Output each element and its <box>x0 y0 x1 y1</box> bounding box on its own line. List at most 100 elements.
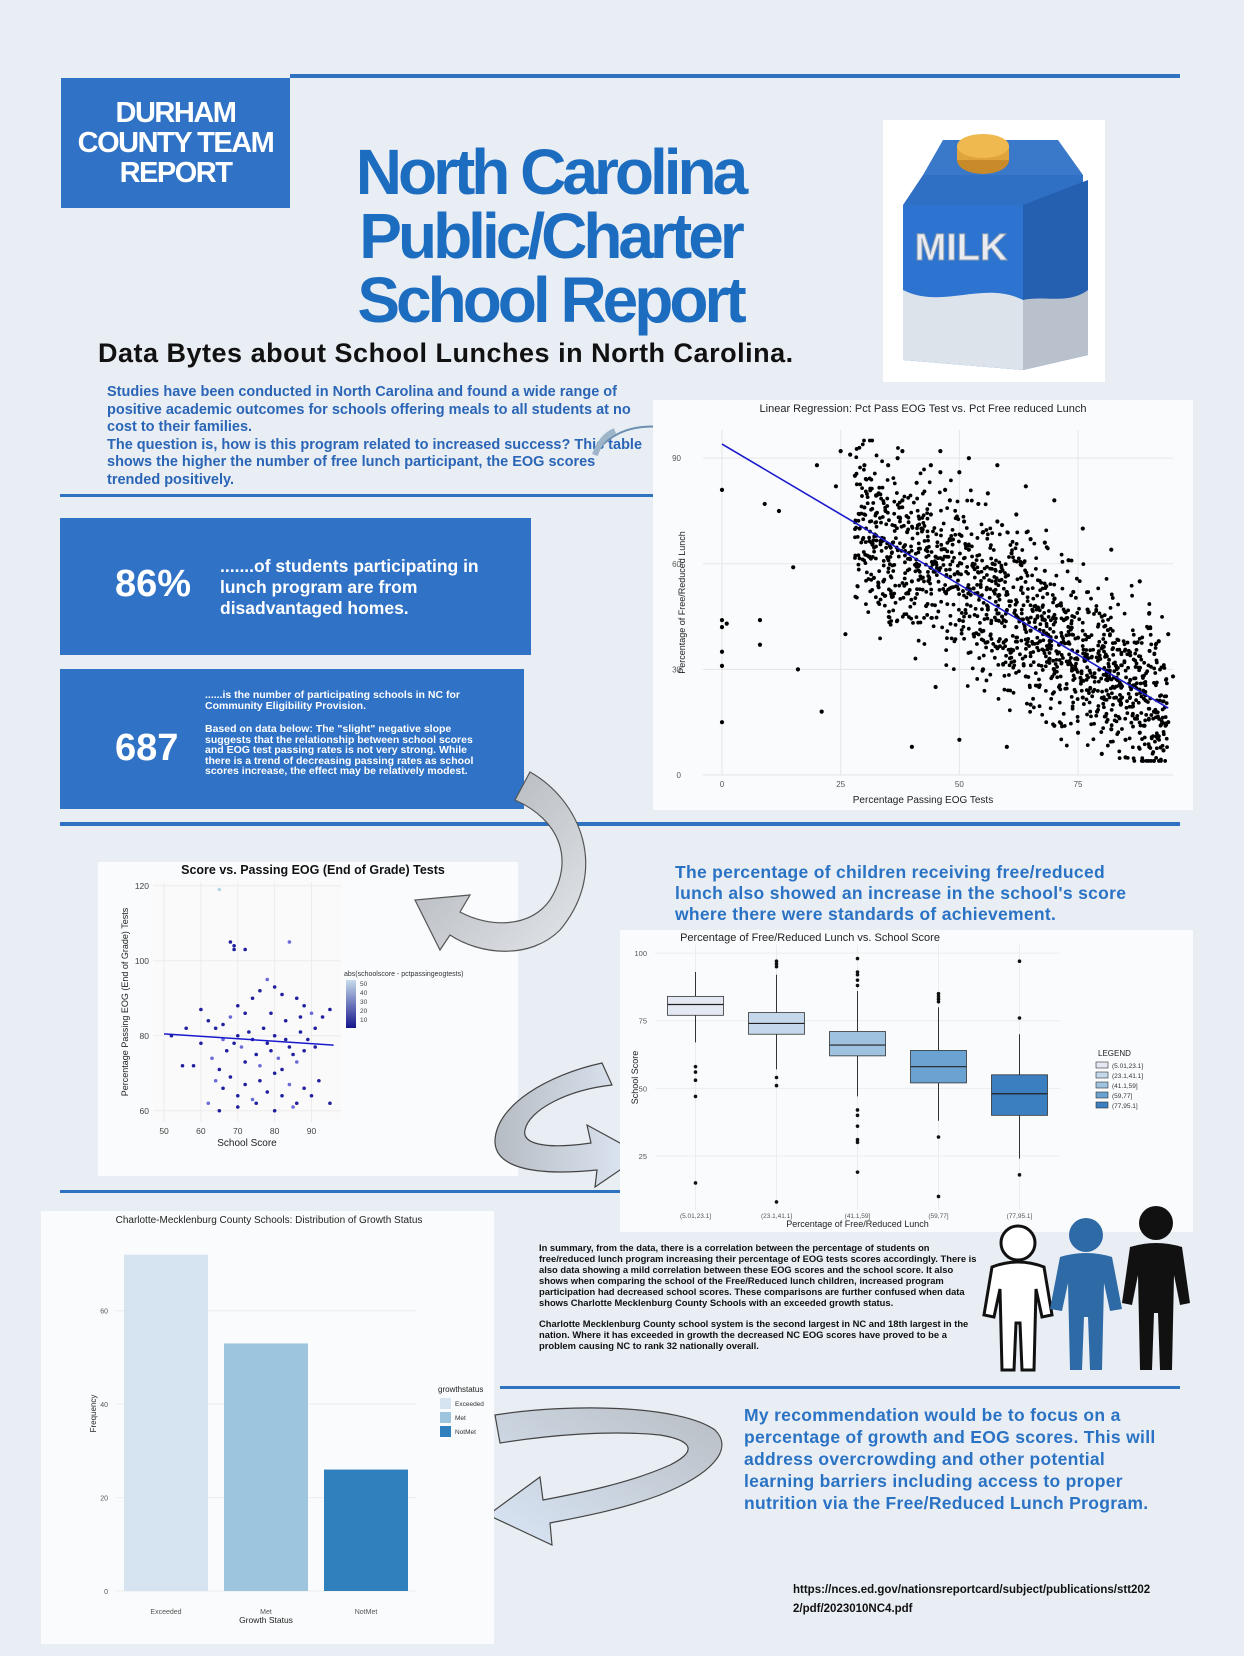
data-point <box>1053 662 1058 666</box>
regression-line <box>721 443 1169 709</box>
data-point <box>217 887 222 892</box>
people-icon <box>982 1206 1190 1372</box>
data-point <box>1130 704 1135 709</box>
data-point <box>1119 701 1124 706</box>
data-point <box>1087 700 1092 705</box>
source-link[interactable]: https://nces.ed.gov/nationsreportcard/su… <box>793 1584 1151 1615</box>
data-point <box>906 520 911 525</box>
data-point <box>897 505 902 510</box>
data-point <box>889 591 893 596</box>
data-point <box>974 558 979 562</box>
data-point <box>235 1093 240 1098</box>
data-point <box>903 553 907 558</box>
data-point <box>1143 718 1148 723</box>
regression-line <box>164 1033 334 1046</box>
data-point <box>1044 631 1049 636</box>
data-point <box>966 626 971 631</box>
data-point <box>876 583 881 588</box>
data-point <box>855 584 860 588</box>
data-point <box>956 517 961 522</box>
data-point <box>1064 633 1069 638</box>
data-point <box>927 575 932 580</box>
y-tick-label: 80 <box>140 1031 150 1041</box>
data-point <box>970 666 975 671</box>
data-point <box>862 463 867 468</box>
data-point <box>1122 642 1127 647</box>
data-point <box>1035 615 1040 620</box>
data-point <box>1091 737 1096 742</box>
data-point <box>1130 593 1134 598</box>
data-point <box>272 1071 277 1076</box>
data-point <box>888 574 893 579</box>
data-point <box>886 463 891 468</box>
data-point <box>895 502 900 507</box>
box-chart: Percentage of Free/Reduced Lunch vs. Sch… <box>620 930 1193 1232</box>
legend-swatch <box>1095 1081 1109 1089</box>
legend-swatch <box>440 1426 451 1437</box>
data-point <box>1111 685 1116 690</box>
box-outlier <box>936 994 941 999</box>
data-point <box>1021 662 1026 666</box>
chart-title: Charlotte-Mecklenburg County Schools: Di… <box>116 1215 423 1226</box>
data-point <box>948 562 953 567</box>
data-point <box>1024 701 1029 706</box>
data-point <box>1032 641 1037 646</box>
data-point <box>1113 660 1117 665</box>
data-point <box>1142 742 1147 747</box>
data-point <box>221 1022 225 1027</box>
data-point <box>856 562 861 567</box>
data-point <box>856 553 861 558</box>
data-point <box>934 532 939 537</box>
data-point <box>922 615 926 620</box>
data-point <box>1059 634 1064 638</box>
data-point <box>909 744 914 749</box>
data-point <box>1015 577 1020 582</box>
data-point <box>878 597 883 602</box>
data-point <box>1027 644 1031 648</box>
data-point <box>1146 663 1151 668</box>
data-point <box>1052 596 1057 601</box>
data-point <box>931 529 935 534</box>
data-point <box>855 534 860 539</box>
data-point <box>1089 655 1094 660</box>
data-point <box>1019 585 1024 590</box>
box-outlier <box>1017 1173 1022 1177</box>
data-point <box>865 501 870 506</box>
data-point <box>863 552 868 557</box>
data-point <box>961 619 965 624</box>
data-point <box>1117 756 1122 761</box>
data-point <box>1101 726 1106 731</box>
data-point <box>1078 676 1083 680</box>
data-point <box>1118 682 1123 687</box>
data-point <box>1014 512 1019 517</box>
data-point <box>1074 656 1079 661</box>
data-point <box>910 526 915 530</box>
data-point <box>320 1015 325 1019</box>
box-outlier <box>855 1113 860 1118</box>
data-point <box>1109 592 1114 597</box>
data-point <box>884 545 889 550</box>
data-point <box>922 467 926 472</box>
data-point <box>1066 608 1071 613</box>
data-point <box>866 577 871 581</box>
data-point <box>1116 730 1121 735</box>
data-point <box>984 645 988 650</box>
data-point <box>997 637 1002 641</box>
data-point <box>795 667 801 672</box>
data-point <box>1079 679 1084 684</box>
data-point <box>1060 559 1065 564</box>
data-point <box>1010 548 1014 553</box>
data-point <box>1106 661 1111 666</box>
data-point <box>1142 660 1147 665</box>
data-point <box>963 607 968 612</box>
data-point <box>876 580 881 585</box>
data-point <box>982 575 986 580</box>
data-point <box>1028 628 1033 633</box>
data-point <box>757 618 763 623</box>
data-point <box>1046 609 1051 613</box>
data-point <box>1102 649 1106 654</box>
data-point <box>909 579 914 584</box>
data-point <box>918 620 923 625</box>
data-point <box>862 512 867 517</box>
data-point <box>1014 625 1019 630</box>
